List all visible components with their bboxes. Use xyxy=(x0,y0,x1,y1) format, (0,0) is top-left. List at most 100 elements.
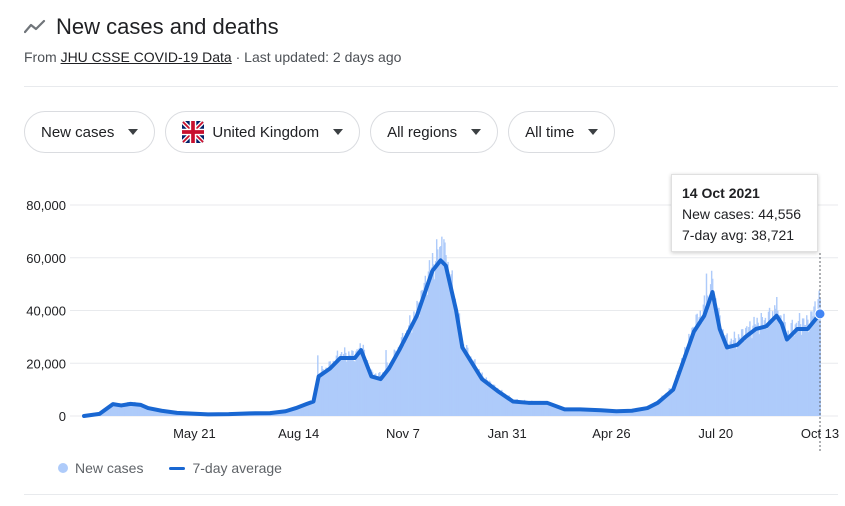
bar xyxy=(710,270,713,416)
bar xyxy=(464,352,467,416)
bar xyxy=(669,388,672,416)
bar xyxy=(430,267,433,416)
bar xyxy=(314,392,316,416)
bar xyxy=(756,317,758,416)
bar xyxy=(345,352,347,416)
bar xyxy=(476,373,478,416)
bar xyxy=(324,370,326,416)
bar xyxy=(133,403,135,416)
cases-chart[interactable]: 0 20,000 40,000 60,000 80,000 May 21 Aug 14 Nov… xyxy=(0,170,845,470)
highlight-point xyxy=(814,308,826,320)
bar xyxy=(493,384,496,416)
bar xyxy=(541,403,543,416)
bar xyxy=(564,409,566,416)
region-dropdown[interactable]: All regions xyxy=(370,111,499,153)
bar xyxy=(763,320,766,416)
bar xyxy=(560,407,562,416)
bar xyxy=(142,404,144,416)
bar xyxy=(593,409,595,416)
bar xyxy=(501,389,503,416)
bar xyxy=(496,387,499,416)
bar xyxy=(723,335,725,416)
bar xyxy=(335,355,338,416)
bar xyxy=(758,334,760,416)
bar xyxy=(588,408,591,416)
bar xyxy=(367,365,370,416)
metric-dropdown[interactable]: New cases xyxy=(24,111,156,153)
bar xyxy=(402,342,405,416)
bar xyxy=(713,299,715,416)
bar xyxy=(568,409,570,416)
bar xyxy=(666,393,668,416)
bar xyxy=(452,292,454,416)
bar xyxy=(578,409,581,416)
source-link[interactable]: JHU CSSE COVID-19 Data xyxy=(60,49,232,65)
bar xyxy=(354,361,356,416)
bar xyxy=(613,411,616,416)
bar xyxy=(164,410,166,416)
bar xyxy=(782,323,784,416)
bar xyxy=(655,403,657,416)
bar xyxy=(161,410,163,416)
bar xyxy=(105,409,107,416)
bar xyxy=(420,290,422,416)
bar xyxy=(601,410,603,416)
bar xyxy=(290,409,292,416)
bar xyxy=(498,391,500,416)
bar xyxy=(285,411,287,416)
bar xyxy=(163,410,165,416)
bar xyxy=(296,408,298,416)
bar xyxy=(428,260,431,416)
bar xyxy=(747,332,749,416)
bar xyxy=(330,367,332,416)
bar xyxy=(693,336,695,416)
bar xyxy=(136,405,138,416)
bar xyxy=(625,410,627,416)
x-tick-label: May 21 xyxy=(173,426,216,441)
bar xyxy=(480,374,482,416)
legend-line-swatch xyxy=(169,466,186,470)
bar xyxy=(640,409,643,416)
bar xyxy=(444,242,446,416)
bar xyxy=(711,278,714,416)
bar xyxy=(507,397,509,416)
bar xyxy=(521,402,524,416)
bar xyxy=(362,344,365,416)
country-dropdown[interactable]: United Kingdom xyxy=(165,111,361,153)
time-dropdown[interactable]: All time xyxy=(508,111,616,153)
bar xyxy=(683,354,685,416)
bar xyxy=(663,398,665,416)
bar xyxy=(692,326,694,416)
bar xyxy=(720,332,722,416)
bar xyxy=(634,409,636,416)
chart-area[interactable]: 0 20,000 40,000 60,000 80,000 May 21 Aug 14 Nov… xyxy=(0,170,845,470)
bar xyxy=(356,349,358,416)
bar xyxy=(678,373,681,416)
bar xyxy=(162,410,164,416)
filter-bar: New cases United Kingdom All regions All… xyxy=(24,111,616,153)
bar xyxy=(765,328,768,416)
bar xyxy=(623,410,625,416)
bar xyxy=(575,409,577,416)
bar xyxy=(697,322,699,416)
legend-bars-swatch xyxy=(58,463,68,473)
bar xyxy=(802,318,805,416)
bar xyxy=(339,354,342,416)
bar xyxy=(398,349,401,416)
bar xyxy=(698,317,700,416)
bar xyxy=(466,347,469,416)
bar xyxy=(741,329,744,416)
bar xyxy=(660,398,662,416)
bar xyxy=(342,353,345,416)
bar xyxy=(115,403,117,416)
bar xyxy=(323,373,325,416)
bar xyxy=(458,313,461,416)
bar xyxy=(280,411,283,416)
bar xyxy=(789,335,791,416)
bar xyxy=(817,299,819,416)
bar xyxy=(411,332,413,416)
bar xyxy=(776,297,778,416)
bar xyxy=(689,336,691,416)
bar xyxy=(778,321,780,416)
bar xyxy=(305,402,308,416)
